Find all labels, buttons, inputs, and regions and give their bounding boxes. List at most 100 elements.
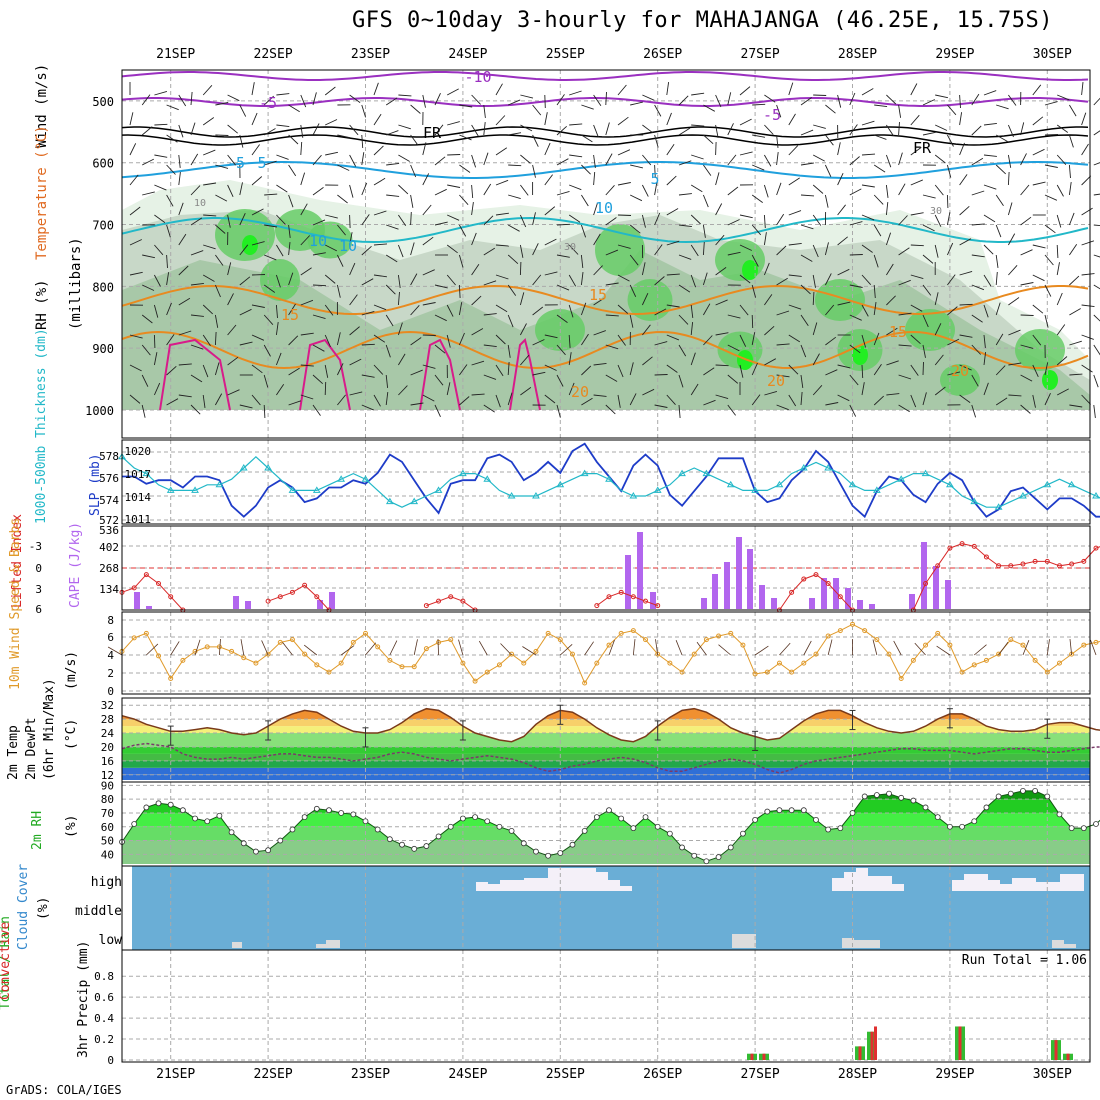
wind-barb [434, 374, 444, 386]
precip-axis-label: 3hr Precip (mm) [76, 940, 91, 1058]
wind-barb [154, 154, 168, 158]
wind-barb [617, 394, 621, 408]
wind-barb [324, 244, 338, 252]
wind-barb [1044, 284, 1052, 297]
wind-barb [702, 224, 706, 238]
thickness-point [970, 497, 979, 505]
wind-barb [349, 124, 359, 136]
rh-point [983, 804, 990, 811]
wind-barb [154, 123, 168, 126]
lifted-index-line [121, 573, 184, 611]
wind-barb [275, 274, 281, 288]
rh-point [910, 797, 917, 804]
pressure-tick: 800 [92, 280, 114, 294]
wind-barb [495, 83, 503, 96]
wind-barb [666, 334, 680, 341]
wind-barb [886, 360, 899, 366]
date-label-top: 24SEP [448, 47, 488, 62]
rh-point [971, 818, 978, 825]
thickness-point [312, 486, 321, 493]
wind-barb [983, 274, 992, 287]
wind-barb [885, 184, 889, 198]
wind-barb [629, 314, 634, 328]
wind-barb [507, 284, 517, 296]
rh-point [557, 850, 564, 856]
wind-barb [630, 194, 643, 202]
wind-barb-10m [827, 639, 833, 656]
wind-panel-frame [121, 611, 1091, 695]
wind-barb [300, 235, 311, 246]
thickness-point [434, 486, 443, 493]
wind-barb [202, 117, 215, 126]
rh-point [374, 826, 381, 833]
wind-point [569, 651, 575, 657]
wind-barb [471, 202, 474, 216]
run-total-label: Run Total = 1.06 [962, 953, 1087, 968]
wind-barb [593, 265, 603, 276]
thickness-point [580, 469, 589, 477]
wind-barb [605, 217, 617, 226]
wind-barb [996, 104, 1009, 110]
wind-barb [386, 224, 399, 230]
rh-point [715, 854, 722, 861]
wind-barb [458, 302, 463, 316]
wind-barb [1057, 94, 1070, 101]
wind-barb [666, 304, 680, 308]
rh-point [1032, 787, 1039, 794]
wind-barb [214, 362, 220, 376]
wind-barb [605, 153, 613, 166]
wind-barb [959, 303, 973, 306]
wind-barb [910, 114, 920, 126]
wind-barb [1007, 154, 1012, 168]
wind-barb [349, 232, 353, 246]
wind-barb [837, 236, 848, 246]
wind-barb [800, 254, 813, 262]
wind-barb [422, 142, 427, 156]
wind-barb-10m [675, 640, 683, 656]
li-point [813, 572, 819, 578]
thickness-point [239, 464, 248, 471]
wind-point [350, 639, 356, 645]
wind-barb [1044, 314, 1049, 328]
wind-barb [715, 203, 723, 216]
wind-barb [776, 277, 788, 286]
rh-point [545, 852, 552, 859]
rh-high-patch [215, 209, 275, 261]
wind-barb [361, 104, 367, 118]
cloud-high-bar [868, 876, 892, 891]
wind-barb [666, 208, 679, 216]
rh-point [204, 818, 211, 825]
wind-barb [214, 284, 221, 298]
wind-barb-10m [170, 641, 180, 656]
wind-barb [983, 352, 987, 366]
wind-barb [751, 284, 757, 298]
wind-barb [203, 182, 217, 186]
wind-barb [190, 314, 204, 317]
rh-point [776, 807, 783, 814]
wind-point [716, 633, 722, 639]
rh-point [277, 837, 284, 844]
temp-band [122, 698, 1090, 705]
wind-barb [556, 254, 570, 258]
wind-barb [190, 344, 204, 350]
thickness-point [532, 492, 540, 499]
wind-barb [617, 304, 629, 314]
wind-barb [703, 164, 712, 176]
wind-barb [995, 397, 1008, 406]
wind-barb [922, 344, 926, 358]
wind-barb [788, 82, 794, 96]
wind-barb [483, 374, 497, 380]
wind-barb [654, 164, 656, 179]
wind-point [594, 660, 600, 666]
wind-barb [263, 344, 271, 357]
wind-barb [837, 204, 846, 216]
wind-barb [910, 364, 919, 376]
wind-barb [654, 134, 659, 148]
slp-axis-label: SLP (mb) [88, 453, 103, 516]
cape-bar [146, 606, 152, 609]
wind-point [618, 630, 624, 636]
wind-barb [251, 304, 265, 308]
wind-barb [422, 334, 436, 336]
wind-point [996, 651, 1002, 657]
wind-barb [1020, 153, 1027, 166]
